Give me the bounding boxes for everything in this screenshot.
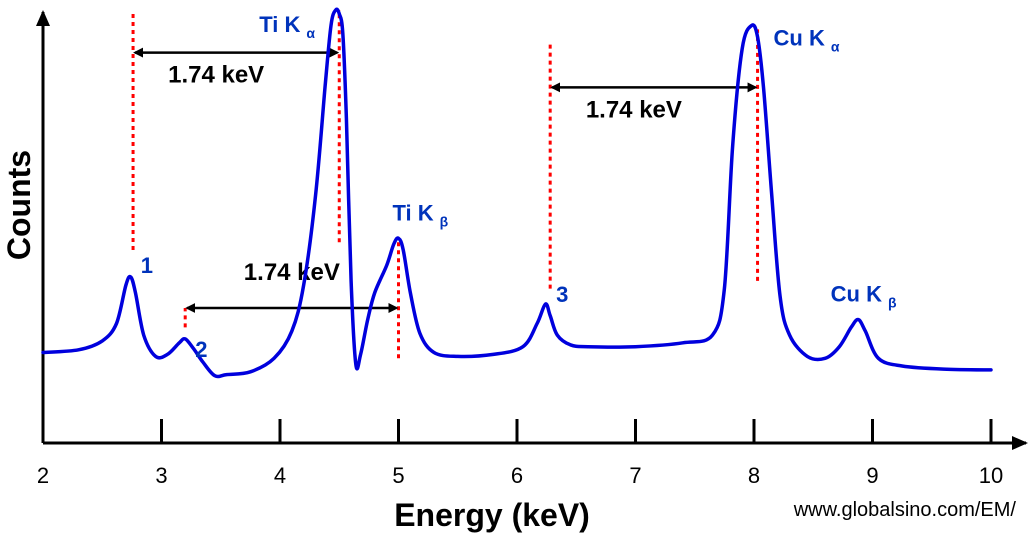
peak-label-2: Ti K β [393, 200, 449, 229]
peak-label-sub-1: α [306, 25, 315, 41]
x-tick-label-10: 10 [979, 463, 1003, 488]
peak-labels: Ti K α Ti K β Cu K α Cu K β [259, 12, 897, 311]
x-tick-label-2: 2 [37, 463, 49, 488]
x-tick-labels: 2 3 4 5 6 7 8 9 10 [37, 463, 1003, 488]
number-label-3: 3 [556, 282, 568, 307]
gap-arrow-label-3: 1.74 keV [586, 96, 682, 123]
gap-arrow-label-1: 1.74 keV [168, 62, 264, 89]
spectrum-series-line [41, 7, 993, 379]
peak-label-3: Cu K α [774, 25, 840, 54]
peak-label-main-2: Ti K [393, 200, 434, 225]
x-tick-label-9: 9 [866, 463, 878, 488]
peak-label-main-4: Cu K [831, 282, 882, 307]
footer-url: www.globalsino.com/EM/ [793, 499, 1017, 521]
x-tick-label-6: 6 [511, 463, 523, 488]
peak-label-main-1: Ti K [259, 12, 300, 37]
gap-arrows: 1.74 keV 1.74 keV 1.74 keV [133, 47, 758, 313]
series-group [41, 7, 993, 379]
peak-label-sub-4: β [888, 295, 897, 311]
peak-label-sub-2: β [440, 213, 449, 229]
x-tick-label-3: 3 [155, 463, 167, 488]
peak-label-main-3: Cu K [774, 25, 825, 50]
x-tick-label-7: 7 [629, 463, 641, 488]
x-tick-label-5: 5 [392, 463, 404, 488]
y-axis-title: Counts [1, 150, 37, 260]
x-axis-title: Energy (keV) [394, 497, 590, 533]
gap-arrow-label-2: 1.74 keV [244, 259, 340, 286]
peak-label-sub-3: α [831, 38, 840, 54]
number-label-2: 2 [195, 337, 207, 362]
peak-label-4: Cu K β [831, 282, 897, 311]
peak-label-1: Ti K α [259, 12, 315, 41]
x-tick-label-8: 8 [748, 463, 760, 488]
number-label-1: 1 [141, 253, 153, 278]
axes [36, 10, 1028, 450]
x-tick-label-4: 4 [274, 463, 286, 488]
number-labels: 1 2 3 [141, 253, 569, 362]
x-ticks [160, 419, 993, 443]
